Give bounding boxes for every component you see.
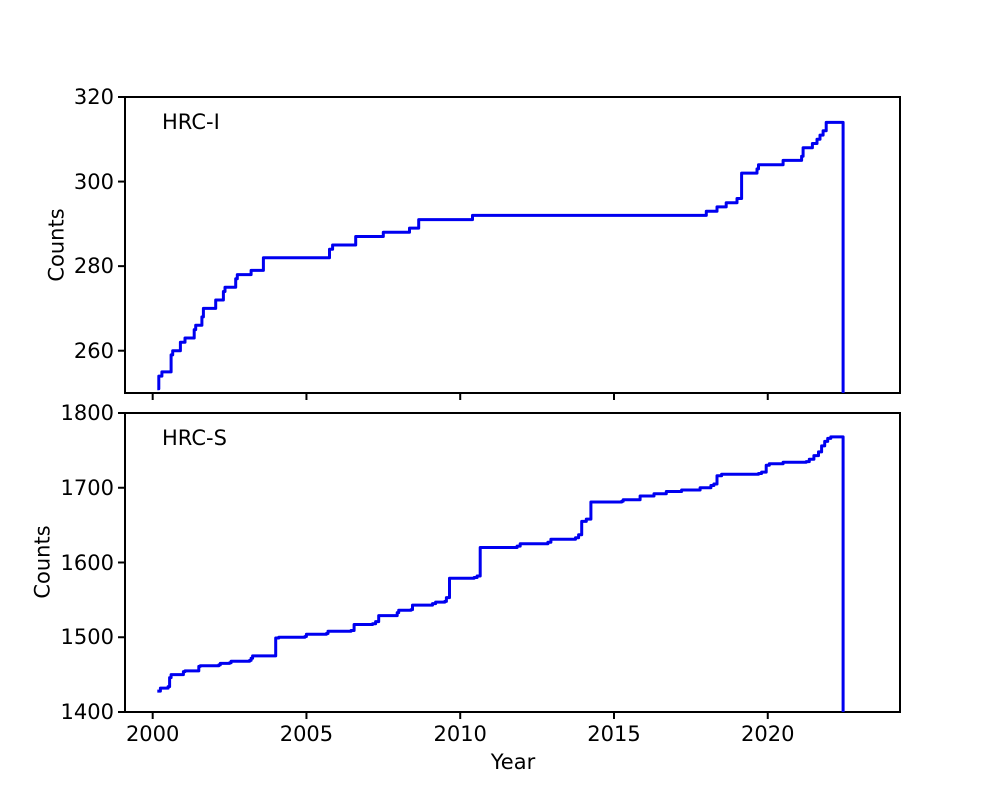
y-tick-label: 320: [73, 85, 114, 109]
x-tick-label: 2010: [433, 722, 487, 746]
series-line-hrc-i: [157, 120, 845, 393]
y-tick-label: 260: [73, 338, 114, 363]
y-tick-label: 1700: [60, 475, 114, 500]
y-tick-label: 1600: [60, 550, 114, 575]
x-axis-label-year: Year: [490, 750, 536, 774]
y-tick-label: 280: [73, 254, 114, 279]
y-tick-label: 1400: [60, 700, 114, 724]
series-line-hrc-s: [157, 435, 845, 712]
plot-annotation-hrc-s: HRC-S: [162, 426, 227, 450]
x-tick-label: 2015: [587, 722, 641, 746]
y-tick-label: 1800: [60, 401, 114, 425]
x-tick-label: 2000: [125, 722, 180, 746]
x-tick-label: 2005: [279, 722, 334, 746]
y-tick-label: 300: [73, 169, 114, 194]
y-tick-label: 1500: [60, 625, 114, 650]
y-axis-label-bottom-counts: Counts: [30, 525, 55, 599]
y-axis-label-top-counts: Counts: [44, 208, 69, 282]
plot-annotation-hrc-i: HRC-I: [162, 110, 220, 134]
x-tick-label: 2020: [741, 722, 795, 746]
